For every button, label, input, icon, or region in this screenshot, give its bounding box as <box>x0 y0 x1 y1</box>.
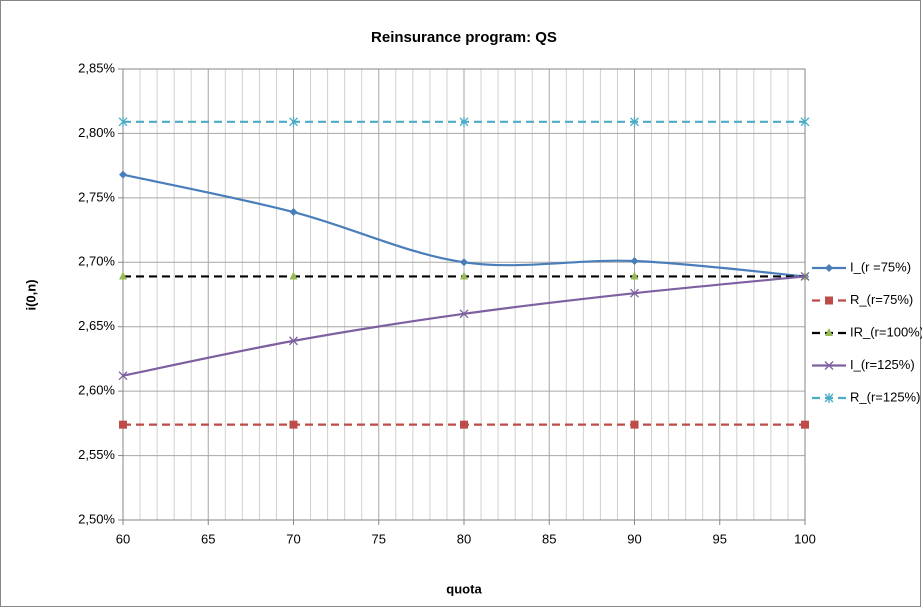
marker <box>800 116 810 127</box>
marker <box>801 420 809 429</box>
x-axis-label: quota <box>446 581 482 596</box>
marker <box>460 258 468 267</box>
x-tick-label: 90 <box>627 531 641 546</box>
marker <box>630 420 639 429</box>
marker <box>289 420 298 429</box>
marker <box>630 116 639 127</box>
x-tick-label: 65 <box>201 531 215 546</box>
marker <box>118 371 128 381</box>
legend-label: R_(r=125%) <box>850 389 920 404</box>
y-tick-label: 2,60% <box>78 383 115 398</box>
x-tick-label: 70 <box>286 531 300 546</box>
marker <box>460 420 468 429</box>
y-tick-label: 2,50% <box>78 511 115 526</box>
x-tick-label: 95 <box>713 531 727 546</box>
x-tick-label: 100 <box>794 531 816 546</box>
marker <box>630 288 639 298</box>
y-tick-label: 2,65% <box>78 318 115 333</box>
chart-title: Reinsurance program: QS <box>371 29 557 46</box>
marker <box>119 271 127 280</box>
marker <box>824 361 834 370</box>
marker <box>459 116 469 127</box>
x-tick-label: 80 <box>457 531 471 546</box>
y-tick-label: 2,80% <box>78 125 115 140</box>
x-tick-label: 60 <box>116 531 130 546</box>
legend-label: I_(r =75%) <box>850 259 911 274</box>
marker <box>460 271 468 280</box>
legend-label: IR_(r=100%) <box>850 324 922 339</box>
x-tick-label: 75 <box>372 531 386 546</box>
marker <box>289 336 298 346</box>
marker <box>800 272 810 281</box>
marker <box>825 296 833 305</box>
marker <box>459 309 469 319</box>
marker <box>824 393 834 403</box>
marker <box>630 256 639 265</box>
y-tick-label: 2,55% <box>78 447 115 462</box>
y-tick-label: 2,75% <box>78 189 115 204</box>
legend-label: I_(r=125%) <box>850 357 915 372</box>
y-axis-label: i(0,n) <box>23 279 38 310</box>
marker <box>119 170 127 179</box>
marker <box>289 271 298 280</box>
marker <box>825 264 833 272</box>
marker <box>630 271 639 280</box>
marker <box>825 328 833 336</box>
plot-frame <box>122 68 806 521</box>
y-tick-label: 2,85% <box>78 60 115 75</box>
marker <box>289 116 298 127</box>
y-tick-label: 2,70% <box>78 254 115 269</box>
legend-label: R_(r=75%) <box>850 292 913 307</box>
x-tick-label: 85 <box>542 531 556 546</box>
marker <box>119 420 127 429</box>
marker <box>289 208 298 217</box>
marker <box>118 116 128 127</box>
